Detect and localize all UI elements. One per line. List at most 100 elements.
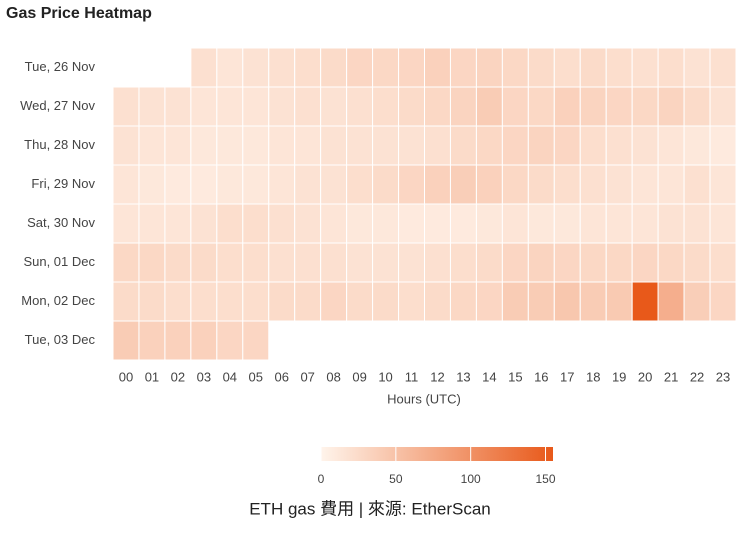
- heatmap-cell: [709, 164, 737, 205]
- heatmap-cell: [398, 281, 425, 322]
- heatmap-cell: [164, 164, 192, 205]
- heatmap-cell: [138, 125, 166, 166]
- heatmap-cell: [605, 47, 633, 88]
- x-tick-label: 01: [145, 369, 159, 384]
- heatmap-cell: [449, 242, 477, 283]
- x-tick-label: 03: [197, 369, 211, 384]
- x-tick-label: 00: [119, 369, 133, 384]
- heatmap-cell: [190, 203, 218, 244]
- heatmap-cell: [190, 125, 218, 166]
- heatmap-cell: [631, 203, 659, 244]
- heatmap-cell: [294, 86, 322, 127]
- heatmap-cell: [190, 281, 218, 322]
- heatmap-cell: [320, 164, 348, 205]
- heatmap-cell: [605, 242, 633, 283]
- heatmap-cell: [398, 86, 425, 127]
- heatmap-cell: [294, 242, 322, 283]
- x-tick-label: 06: [274, 369, 288, 384]
- x-tick-label: 14: [482, 369, 496, 384]
- heatmap-cell: [527, 164, 555, 205]
- heatmap-cell: [346, 203, 374, 244]
- heatmap-cell: [605, 125, 633, 166]
- heatmap-cell: [190, 164, 218, 205]
- heatmap-cell: [657, 47, 685, 88]
- x-tick-label: 17: [560, 369, 574, 384]
- heatmap-cell: [190, 320, 218, 361]
- heatmap-cell: [268, 203, 296, 244]
- heatmap-cell: [475, 47, 503, 88]
- heatmap-cell: [683, 203, 711, 244]
- heatmap-cell: [320, 125, 348, 166]
- heatmap-cell: [216, 203, 244, 244]
- heatmap-cell: [346, 164, 374, 205]
- heatmap-cell: [424, 203, 451, 244]
- heatmap-cell: [242, 86, 270, 127]
- heatmap-cell: [579, 242, 607, 283]
- x-tick-label: 09: [352, 369, 366, 384]
- heatmap-cell: [242, 164, 270, 205]
- heatmap-cell: [527, 125, 555, 166]
- heatmap-cell: [501, 281, 529, 322]
- heatmap-cell: [683, 281, 711, 322]
- y-tick-label: Mon, 02 Dec: [21, 293, 95, 308]
- x-tick-label: 20: [638, 369, 652, 384]
- y-tick-label: Thu, 28 Nov: [24, 137, 95, 152]
- heatmap-cell: [320, 47, 348, 88]
- heatmap-cell: [320, 281, 348, 322]
- y-tick-label: Wed, 27 Nov: [20, 98, 95, 113]
- heatmap-cell: [657, 125, 685, 166]
- heatmap-cell: [553, 86, 581, 127]
- heatmap-cell: [657, 242, 685, 283]
- heatmap-cell: [579, 203, 607, 244]
- heatmap-cell: [372, 47, 400, 88]
- x-tick-label: 11: [405, 369, 419, 384]
- heatmap-cell: [449, 164, 477, 205]
- heatmap-cell: [398, 242, 425, 283]
- heatmap-cell: [527, 242, 555, 283]
- heatmap-cell: [164, 203, 192, 244]
- heatmap-cell: [553, 281, 581, 322]
- heatmap-cell: [268, 86, 296, 127]
- heatmap-cell: [242, 125, 270, 166]
- heatmap-cell: [346, 47, 374, 88]
- heatmap-cell: [424, 86, 451, 127]
- heatmap-cell: [631, 86, 659, 127]
- x-tick-label: 13: [456, 369, 470, 384]
- heatmap-cell: [346, 242, 374, 283]
- heatmap-cell: [527, 281, 555, 322]
- heatmap-cell: [320, 203, 348, 244]
- heatmap-cell: [449, 86, 477, 127]
- heatmap-cell: [138, 203, 166, 244]
- x-tick-label: 18: [586, 369, 600, 384]
- x-tick-label: 21: [664, 369, 678, 384]
- y-tick-label: Sat, 30 Nov: [27, 215, 95, 230]
- heatmap-cell: [709, 203, 737, 244]
- heatmap-cell: [164, 281, 192, 322]
- heatmap-cell: [424, 47, 451, 88]
- heatmap-cell: [346, 125, 374, 166]
- heatmap-cell: [424, 281, 451, 322]
- heatmap-cell: [320, 86, 348, 127]
- heatmap-cell: [112, 242, 140, 283]
- heatmap-cell: [164, 242, 192, 283]
- heatmap-cell: [138, 164, 166, 205]
- heatmap-cell: [242, 320, 270, 361]
- heatmap-cell: [268, 281, 296, 322]
- color-bar-label: 100: [461, 472, 481, 486]
- heatmap-cell: [683, 125, 711, 166]
- heatmap-cell: [709, 125, 737, 166]
- heatmap-cell: [398, 203, 425, 244]
- heatmap-cell: [683, 86, 711, 127]
- heatmap-cell: [164, 320, 192, 361]
- heatmap-cell: [268, 164, 296, 205]
- heatmap-cell: [553, 242, 581, 283]
- heatmap-cell: [112, 281, 140, 322]
- x-tick-label: 19: [612, 369, 626, 384]
- heatmap-cell: [112, 164, 140, 205]
- caption: ETH gas 費用 | 來源: EtherScan: [249, 499, 491, 518]
- heatmap-cell: [346, 86, 374, 127]
- heatmap-cell: [424, 125, 451, 166]
- heatmap-cell: [553, 203, 581, 244]
- heatmap-cell: [475, 86, 503, 127]
